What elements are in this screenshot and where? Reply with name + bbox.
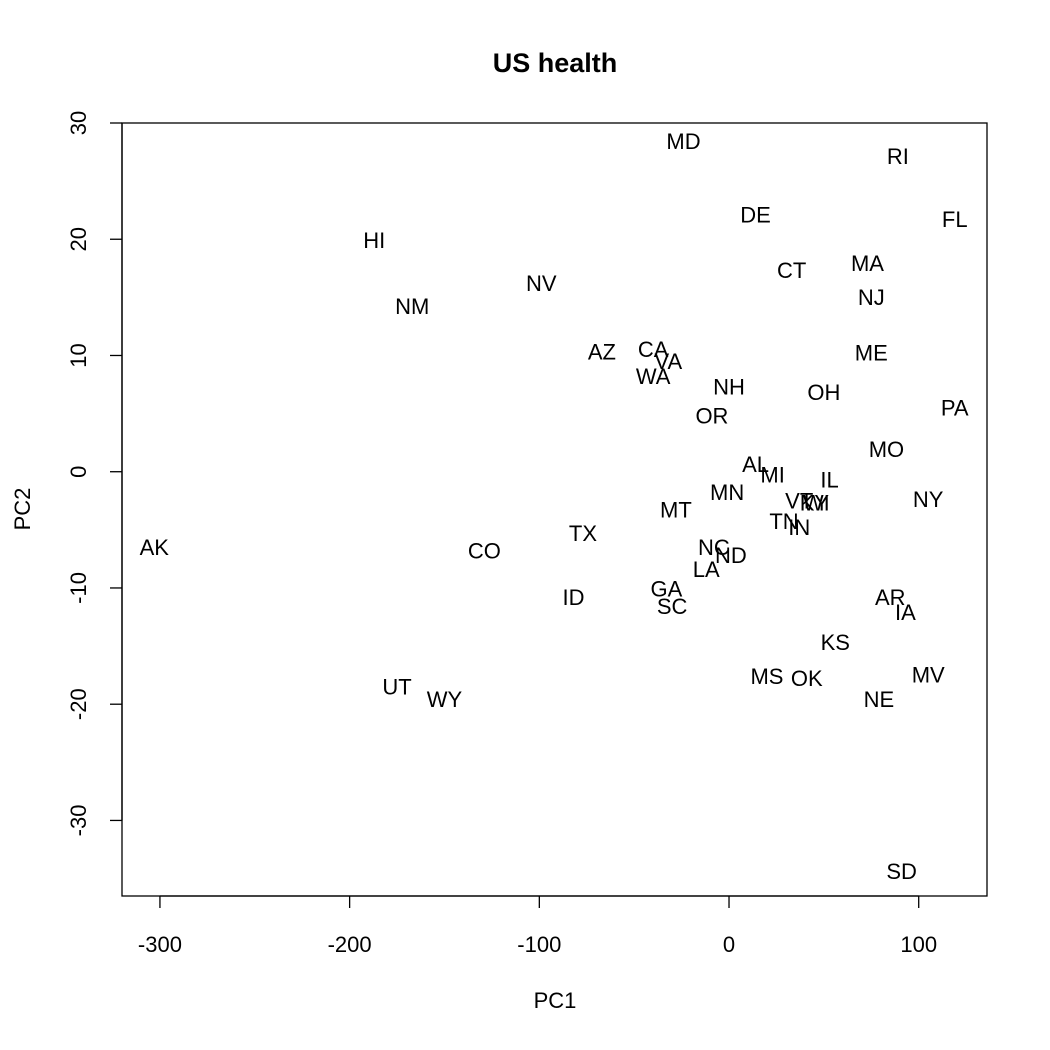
point-label-wi: WI [803, 491, 830, 516]
point-label-id: ID [562, 585, 584, 610]
point-label-ar: AR [875, 585, 906, 610]
point-label-ks: KS [821, 630, 850, 655]
point-label-mn: MN [710, 480, 744, 505]
point-label-nm: NM [395, 294, 429, 319]
point-label-md: MD [666, 129, 700, 154]
y-tick-label: 30 [66, 111, 91, 135]
point-label-nj: NJ [858, 285, 885, 310]
x-tick-label: -200 [328, 932, 372, 957]
point-label-nv: NV [526, 271, 557, 296]
x-tick-label: -300 [138, 932, 182, 957]
point-label-fl: FL [942, 207, 968, 232]
point-label-ca: CA [638, 337, 669, 362]
point-label-mv: MV [912, 663, 945, 688]
point-label-ia: IA [895, 600, 916, 625]
y-tick-label: 0 [66, 466, 91, 478]
point-label-oh: OH [807, 380, 840, 405]
point-label-sd: SD [886, 859, 917, 884]
point-label-ri: RI [887, 144, 909, 169]
chart-title: US health [493, 48, 618, 78]
point-label-de: DE [740, 202, 771, 227]
point-label-nd: ND [715, 543, 747, 568]
point-label-ok: OK [791, 666, 823, 691]
point-label-vt: VT [785, 488, 813, 513]
y-axis: -30 -20 -10 0 10 20 30 [66, 111, 123, 837]
point-label-ms: MS [750, 664, 783, 689]
y-tick-label: -10 [66, 572, 91, 604]
point-label-pa: PA [941, 395, 969, 420]
point-label-ky: KY [800, 491, 830, 516]
y-tick-label: -30 [66, 805, 91, 837]
point-label-ne: NE [864, 687, 895, 712]
x-axis-label: PC1 [534, 988, 577, 1013]
point-label-wa: WA [636, 364, 671, 389]
point-label-tn: TN [769, 509, 798, 534]
point-label-tx: TX [569, 521, 597, 546]
x-tick-label: -100 [517, 932, 561, 957]
y-tick-label: 20 [66, 227, 91, 251]
y-tick-label: 10 [66, 343, 91, 367]
point-label-mt: MT [660, 498, 692, 523]
point-label-ct: CT [777, 258, 806, 283]
point-label-in: IN [788, 515, 810, 540]
point-label-mi: MI [760, 463, 784, 488]
point-label-sc: SC [657, 594, 688, 619]
point-label-or: OR [695, 403, 728, 428]
point-label-mo: MO [869, 437, 904, 462]
point-label-ny: NY [913, 487, 944, 512]
point-label-co: CO [468, 538, 501, 563]
point-label-la: LA [693, 557, 720, 582]
point-label-nh: NH [713, 374, 745, 399]
point-label-az: AZ [588, 339, 616, 364]
point-label-ak: AK [140, 535, 170, 560]
x-axis: -300 -200 -100 0 100 [138, 895, 937, 957]
plot-area-box [121, 122, 988, 897]
point-label-al: AL [742, 452, 769, 477]
y-tick-label: -20 [66, 688, 91, 720]
point-label-hi: HI [363, 228, 385, 253]
x-tick-label: 100 [900, 932, 937, 957]
point-label-ma: MA [851, 251, 884, 276]
point-label-nc: NC [698, 535, 730, 560]
point-label-ga: GA [651, 577, 683, 602]
point-label-ut: UT [382, 674, 411, 699]
point-label-il: IL [820, 467, 838, 492]
point-label-va: VA [654, 349, 682, 374]
point-label-wy: WY [427, 687, 463, 712]
point-label-me: ME [855, 341, 888, 366]
y-axis-label: PC2 [10, 488, 35, 531]
x-tick-label: 0 [723, 932, 735, 957]
